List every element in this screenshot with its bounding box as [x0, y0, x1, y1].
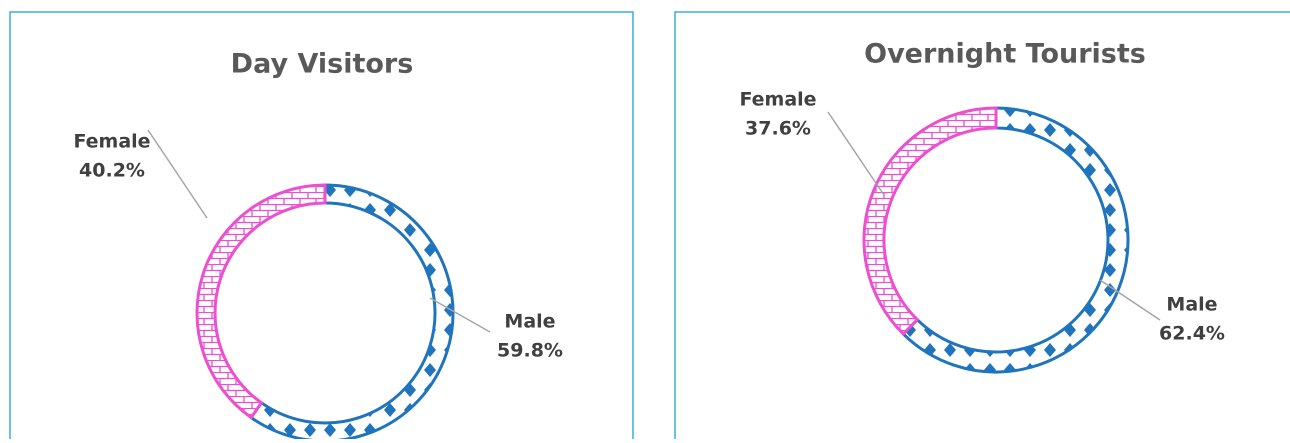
donut-segment [195, 183, 327, 420]
donut-segment [901, 106, 1130, 374]
leader-line [1099, 279, 1161, 321]
panel [9, 11, 634, 443]
label-value: 59.8% [497, 340, 563, 362]
label-value: 37.6% [745, 118, 811, 140]
label-name: Male [1166, 294, 1217, 316]
donut-segment [248, 183, 455, 443]
leader-line [147, 129, 208, 219]
panel [674, 11, 1290, 443]
label-name: Female [739, 89, 816, 111]
leader-line [429, 297, 491, 333]
label-name: Male [504, 311, 555, 333]
leader-line [827, 111, 885, 196]
label-value: 40.2% [79, 160, 145, 182]
chart-title: Overnight Tourists [864, 39, 1146, 70]
label-value: 62.4% [1159, 323, 1225, 345]
chart-title: Day Visitors [231, 49, 414, 80]
donut-segment [862, 106, 998, 337]
label-name: Female [73, 131, 150, 153]
